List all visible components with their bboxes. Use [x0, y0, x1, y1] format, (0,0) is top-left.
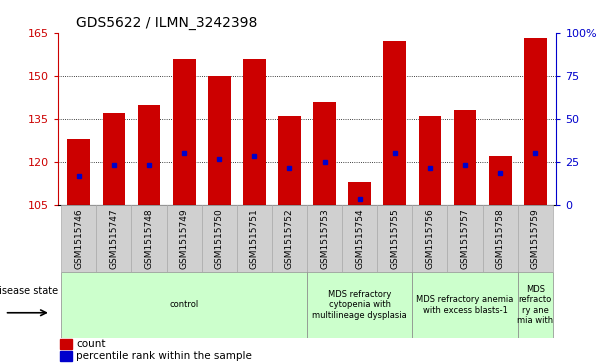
Bar [131, 205, 167, 272]
Bar [60, 351, 72, 361]
Text: control: control [170, 301, 199, 309]
Bar [483, 205, 517, 272]
Text: GSM1515757: GSM1515757 [460, 208, 469, 269]
Bar [524, 38, 547, 205]
Text: count: count [77, 339, 106, 349]
Bar [348, 182, 371, 205]
Text: GSM1515755: GSM1515755 [390, 208, 399, 269]
Text: GDS5622 / ILMN_3242398: GDS5622 / ILMN_3242398 [76, 16, 257, 30]
Bar [61, 205, 97, 272]
Bar [307, 205, 342, 272]
Bar [137, 105, 161, 205]
Text: GSM1515756: GSM1515756 [426, 208, 435, 269]
Text: GSM1515749: GSM1515749 [179, 208, 188, 269]
Bar [307, 272, 412, 338]
Bar [412, 272, 517, 338]
Text: GSM1515754: GSM1515754 [355, 208, 364, 269]
Text: GSM1515746: GSM1515746 [74, 208, 83, 269]
Bar [517, 205, 553, 272]
Text: MDS
refracto
ry ane
mia with: MDS refracto ry ane mia with [517, 285, 553, 325]
Bar [418, 116, 441, 205]
Bar [272, 205, 307, 272]
Text: percentile rank within the sample: percentile rank within the sample [77, 351, 252, 361]
Bar [377, 205, 412, 272]
Bar [202, 205, 237, 272]
Text: GSM1515752: GSM1515752 [285, 208, 294, 269]
Text: MDS refractory anemia
with excess blasts-1: MDS refractory anemia with excess blasts… [416, 295, 514, 315]
Text: GSM1515753: GSM1515753 [320, 208, 329, 269]
Bar [454, 110, 477, 205]
Bar [447, 205, 483, 272]
Bar [60, 339, 72, 349]
Bar [173, 58, 196, 205]
Bar [278, 116, 301, 205]
Bar [342, 205, 377, 272]
Bar [208, 76, 230, 205]
Text: GSM1515751: GSM1515751 [250, 208, 259, 269]
Text: GSM1515748: GSM1515748 [145, 208, 154, 269]
Bar [97, 205, 131, 272]
Bar [67, 139, 90, 205]
Bar [489, 156, 511, 205]
Bar [167, 205, 202, 272]
Bar [517, 272, 553, 338]
Bar [384, 41, 406, 205]
Text: disease state: disease state [0, 286, 58, 295]
Bar [412, 205, 447, 272]
Text: GSM1515758: GSM1515758 [496, 208, 505, 269]
Bar [61, 272, 307, 338]
Text: MDS refractory
cytopenia with
multilineage dysplasia: MDS refractory cytopenia with multilinea… [313, 290, 407, 320]
Bar [103, 113, 125, 205]
Bar [313, 102, 336, 205]
Bar [237, 205, 272, 272]
Bar [243, 58, 266, 205]
Text: GSM1515759: GSM1515759 [531, 208, 540, 269]
Text: GSM1515750: GSM1515750 [215, 208, 224, 269]
Text: GSM1515747: GSM1515747 [109, 208, 119, 269]
